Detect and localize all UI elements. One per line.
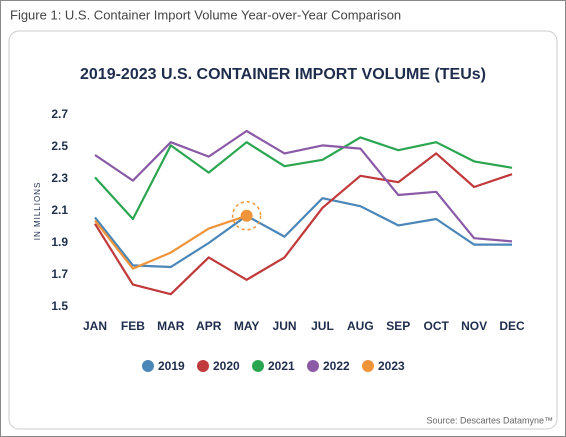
chart-title: 2019-2023 U.S. CONTAINER IMPORT VOLUME (… [80, 66, 486, 83]
y-tick-label: 2.1 [51, 203, 68, 217]
y-tick-label: 1.5 [51, 299, 68, 313]
x-tick-label: JUN [273, 319, 297, 333]
highlight-ring [231, 201, 262, 231]
x-tick-label: SEP [386, 319, 410, 333]
legend-label: 2020 [213, 359, 240, 373]
x-tick-label: MAY [234, 319, 260, 333]
caption: Figure 1: U.S. Container Import Volume Y… [10, 7, 401, 22]
highlight-point [240, 209, 253, 222]
x-tick-label: DEC [499, 319, 525, 333]
y-tick-label: 2.5 [51, 139, 68, 153]
y-tick-label: 1.7 [51, 267, 68, 281]
x-tick-label: NOV [461, 319, 487, 333]
legend-swatch [142, 360, 154, 372]
series-line [94, 197, 512, 269]
x-tick-label: FEB [121, 319, 145, 333]
y-tick-label: 1.9 [51, 235, 68, 249]
series-line [94, 136, 513, 221]
chart-box [8, 30, 558, 430]
y-tick-label: 2.7 [51, 107, 68, 121]
legend-label: 2019 [158, 359, 185, 373]
legend-label: 2021 [268, 359, 295, 373]
y-axis-label: IN MILLIONS [33, 182, 42, 241]
legend-swatch [362, 360, 374, 372]
legend-swatch [307, 360, 319, 372]
legend-swatch [197, 360, 209, 372]
x-tick-label: AUG [347, 319, 374, 333]
series-line [94, 152, 513, 296]
x-tick-label: OCT [424, 319, 450, 333]
x-tick-label: MAR [157, 319, 185, 333]
y-tick-label: 2.3 [51, 171, 68, 185]
series-line [94, 214, 247, 270]
legend-swatch [252, 360, 264, 372]
legend-label: 2023 [378, 359, 405, 373]
legend-label: 2022 [323, 359, 350, 373]
x-tick-label: JUL [311, 319, 334, 333]
x-tick-label: JAN [83, 319, 107, 333]
x-tick-label: APR [196, 319, 222, 333]
series-line [94, 129, 513, 243]
source: Source: Descartes Datamyne™ [426, 415, 553, 425]
